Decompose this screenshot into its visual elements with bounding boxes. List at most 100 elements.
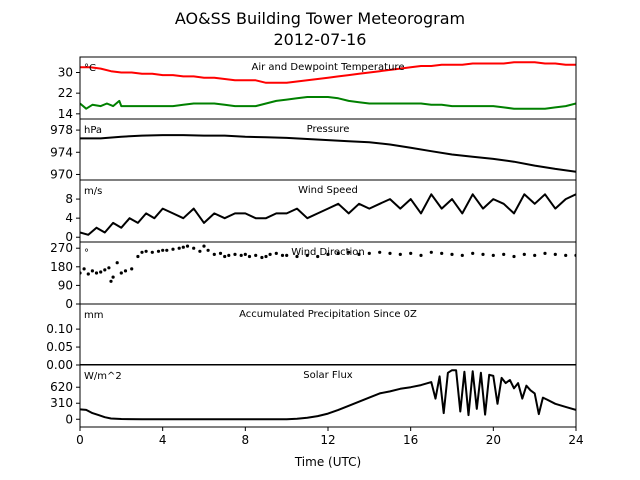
panel-3-point bbox=[109, 279, 113, 283]
x-axis-label: Time (UTC) bbox=[294, 455, 361, 469]
panel-3-point bbox=[429, 250, 433, 254]
panel-0-ytick-label: 30 bbox=[58, 66, 73, 80]
panel-0-title: Air and Dewpoint Temperature bbox=[252, 62, 405, 73]
panel-3-point bbox=[119, 271, 123, 275]
figure-title-line-1: AO&SS Building Tower Meteorogram bbox=[175, 9, 465, 28]
panel-3-point bbox=[481, 252, 485, 256]
panel-0-series-line-0 bbox=[80, 61, 576, 84]
panel-0-series-line-1 bbox=[80, 96, 576, 110]
panel-3-point bbox=[533, 253, 537, 257]
panel-3-point bbox=[295, 254, 299, 259]
panel-2-series-line-0 bbox=[80, 193, 576, 236]
figure-title-line-2: 2012-07-16 bbox=[274, 30, 367, 49]
panel-3-ytick-label: 180 bbox=[50, 260, 73, 274]
panel-3-point bbox=[471, 251, 475, 255]
panel-0-ytick-label: 22 bbox=[58, 86, 73, 100]
panel-3-point bbox=[512, 254, 516, 259]
x-tick-label: 24 bbox=[568, 433, 583, 447]
panel-5-ytick-label: 0 bbox=[65, 412, 73, 426]
panel-5-unit: W/m^2 bbox=[84, 371, 122, 382]
panel-3-point bbox=[285, 253, 289, 257]
panel-3-unit: ° bbox=[84, 248, 89, 259]
panel-3-point bbox=[99, 270, 103, 274]
panel-4-ytick-label: 0.10 bbox=[46, 322, 73, 336]
panel-3-point bbox=[212, 252, 216, 256]
panel-3-point bbox=[326, 252, 330, 256]
panel-3-point bbox=[440, 251, 444, 255]
panel-3-point bbox=[115, 261, 119, 265]
panel-2-title: Wind Speed bbox=[298, 185, 358, 196]
panel-3-point bbox=[90, 269, 94, 273]
panel-1-title: Pressure bbox=[307, 124, 350, 135]
panel-3-point bbox=[86, 272, 90, 276]
panel-3-point bbox=[553, 252, 557, 256]
panel-2-ytick-label: 8 bbox=[65, 192, 73, 206]
panel-3-point bbox=[227, 253, 231, 257]
panel-3-point bbox=[264, 254, 268, 259]
panel-3-point bbox=[260, 255, 264, 260]
panel-3-series bbox=[80, 244, 576, 283]
panel-3-point bbox=[247, 254, 252, 259]
panel-5-ytick-label: 620 bbox=[50, 380, 73, 394]
panel-2-series bbox=[80, 193, 576, 236]
panel-5-title: Solar Flux bbox=[303, 370, 353, 381]
panel-3-point bbox=[522, 252, 526, 256]
panel-3-point bbox=[450, 252, 454, 256]
panel-1-series bbox=[80, 134, 576, 173]
panel-2-ytick-label: 0 bbox=[65, 230, 73, 244]
panel-3-point bbox=[491, 253, 495, 257]
panel-3-point bbox=[161, 248, 165, 252]
panel-3-point bbox=[316, 254, 320, 259]
panel-3-point bbox=[156, 249, 161, 253]
x-tick-label: 0 bbox=[76, 433, 84, 447]
panel-4-ytick-label: 0.00 bbox=[46, 358, 73, 372]
panel-3-point bbox=[460, 253, 464, 257]
panel-3-point bbox=[177, 246, 181, 250]
panel-3-point bbox=[233, 252, 237, 256]
panel-3-point bbox=[140, 250, 144, 254]
panel-3-point bbox=[254, 253, 258, 257]
x-tick-label: 16 bbox=[403, 433, 418, 447]
panel-3-point bbox=[136, 254, 140, 259]
panel-3-point bbox=[347, 250, 351, 254]
panel-3-point bbox=[202, 244, 206, 248]
panel-3-point bbox=[111, 275, 115, 279]
panel-3-point bbox=[150, 250, 154, 254]
panel-3-point bbox=[388, 251, 392, 255]
panel-3-point bbox=[357, 252, 361, 256]
panel-0: 14 22 30 °C Air and Dewpoint Temperature bbox=[58, 56, 577, 121]
panel-3-point bbox=[165, 248, 169, 252]
panel-5-series bbox=[80, 369, 576, 421]
panel-3-point bbox=[239, 253, 243, 257]
panel-5-ytick-label: 310 bbox=[50, 396, 73, 410]
panel-4-ytick-label: 0.05 bbox=[46, 340, 73, 354]
panel-3-point bbox=[82, 267, 86, 271]
panel-3-point bbox=[171, 247, 175, 251]
panel-1-ytick-label: 978 bbox=[50, 123, 73, 137]
panel-1-unit: hPa bbox=[84, 125, 102, 136]
panel-3-point bbox=[218, 251, 223, 255]
x-tick-label: 12 bbox=[320, 433, 335, 447]
panel-3-point bbox=[123, 269, 128, 273]
panel-3-point bbox=[367, 251, 371, 255]
x-tick-label: 20 bbox=[486, 433, 501, 447]
panel-2-ytick-label: 4 bbox=[65, 211, 73, 225]
panel-3-title: Wind Direction bbox=[291, 247, 365, 258]
panel-3-point bbox=[185, 244, 190, 248]
panel-0-ytick-label: 14 bbox=[58, 107, 73, 121]
panel-0-unit: °C bbox=[84, 63, 96, 74]
panel-3-ytick-label: 0 bbox=[65, 297, 73, 311]
panel-2: 0 4 8 m/s Wind Speed bbox=[65, 179, 577, 244]
panel-3-point bbox=[198, 249, 202, 253]
panel-3-point bbox=[268, 252, 272, 256]
panel-3-ytick-label: 270 bbox=[50, 241, 73, 255]
panel-3-point bbox=[94, 271, 99, 275]
panel-3-point bbox=[130, 267, 134, 271]
panel-4-unit: mm bbox=[84, 310, 103, 321]
panel-3-point bbox=[274, 251, 278, 255]
panel-3-point bbox=[502, 252, 506, 256]
panel-3-point bbox=[243, 252, 247, 256]
